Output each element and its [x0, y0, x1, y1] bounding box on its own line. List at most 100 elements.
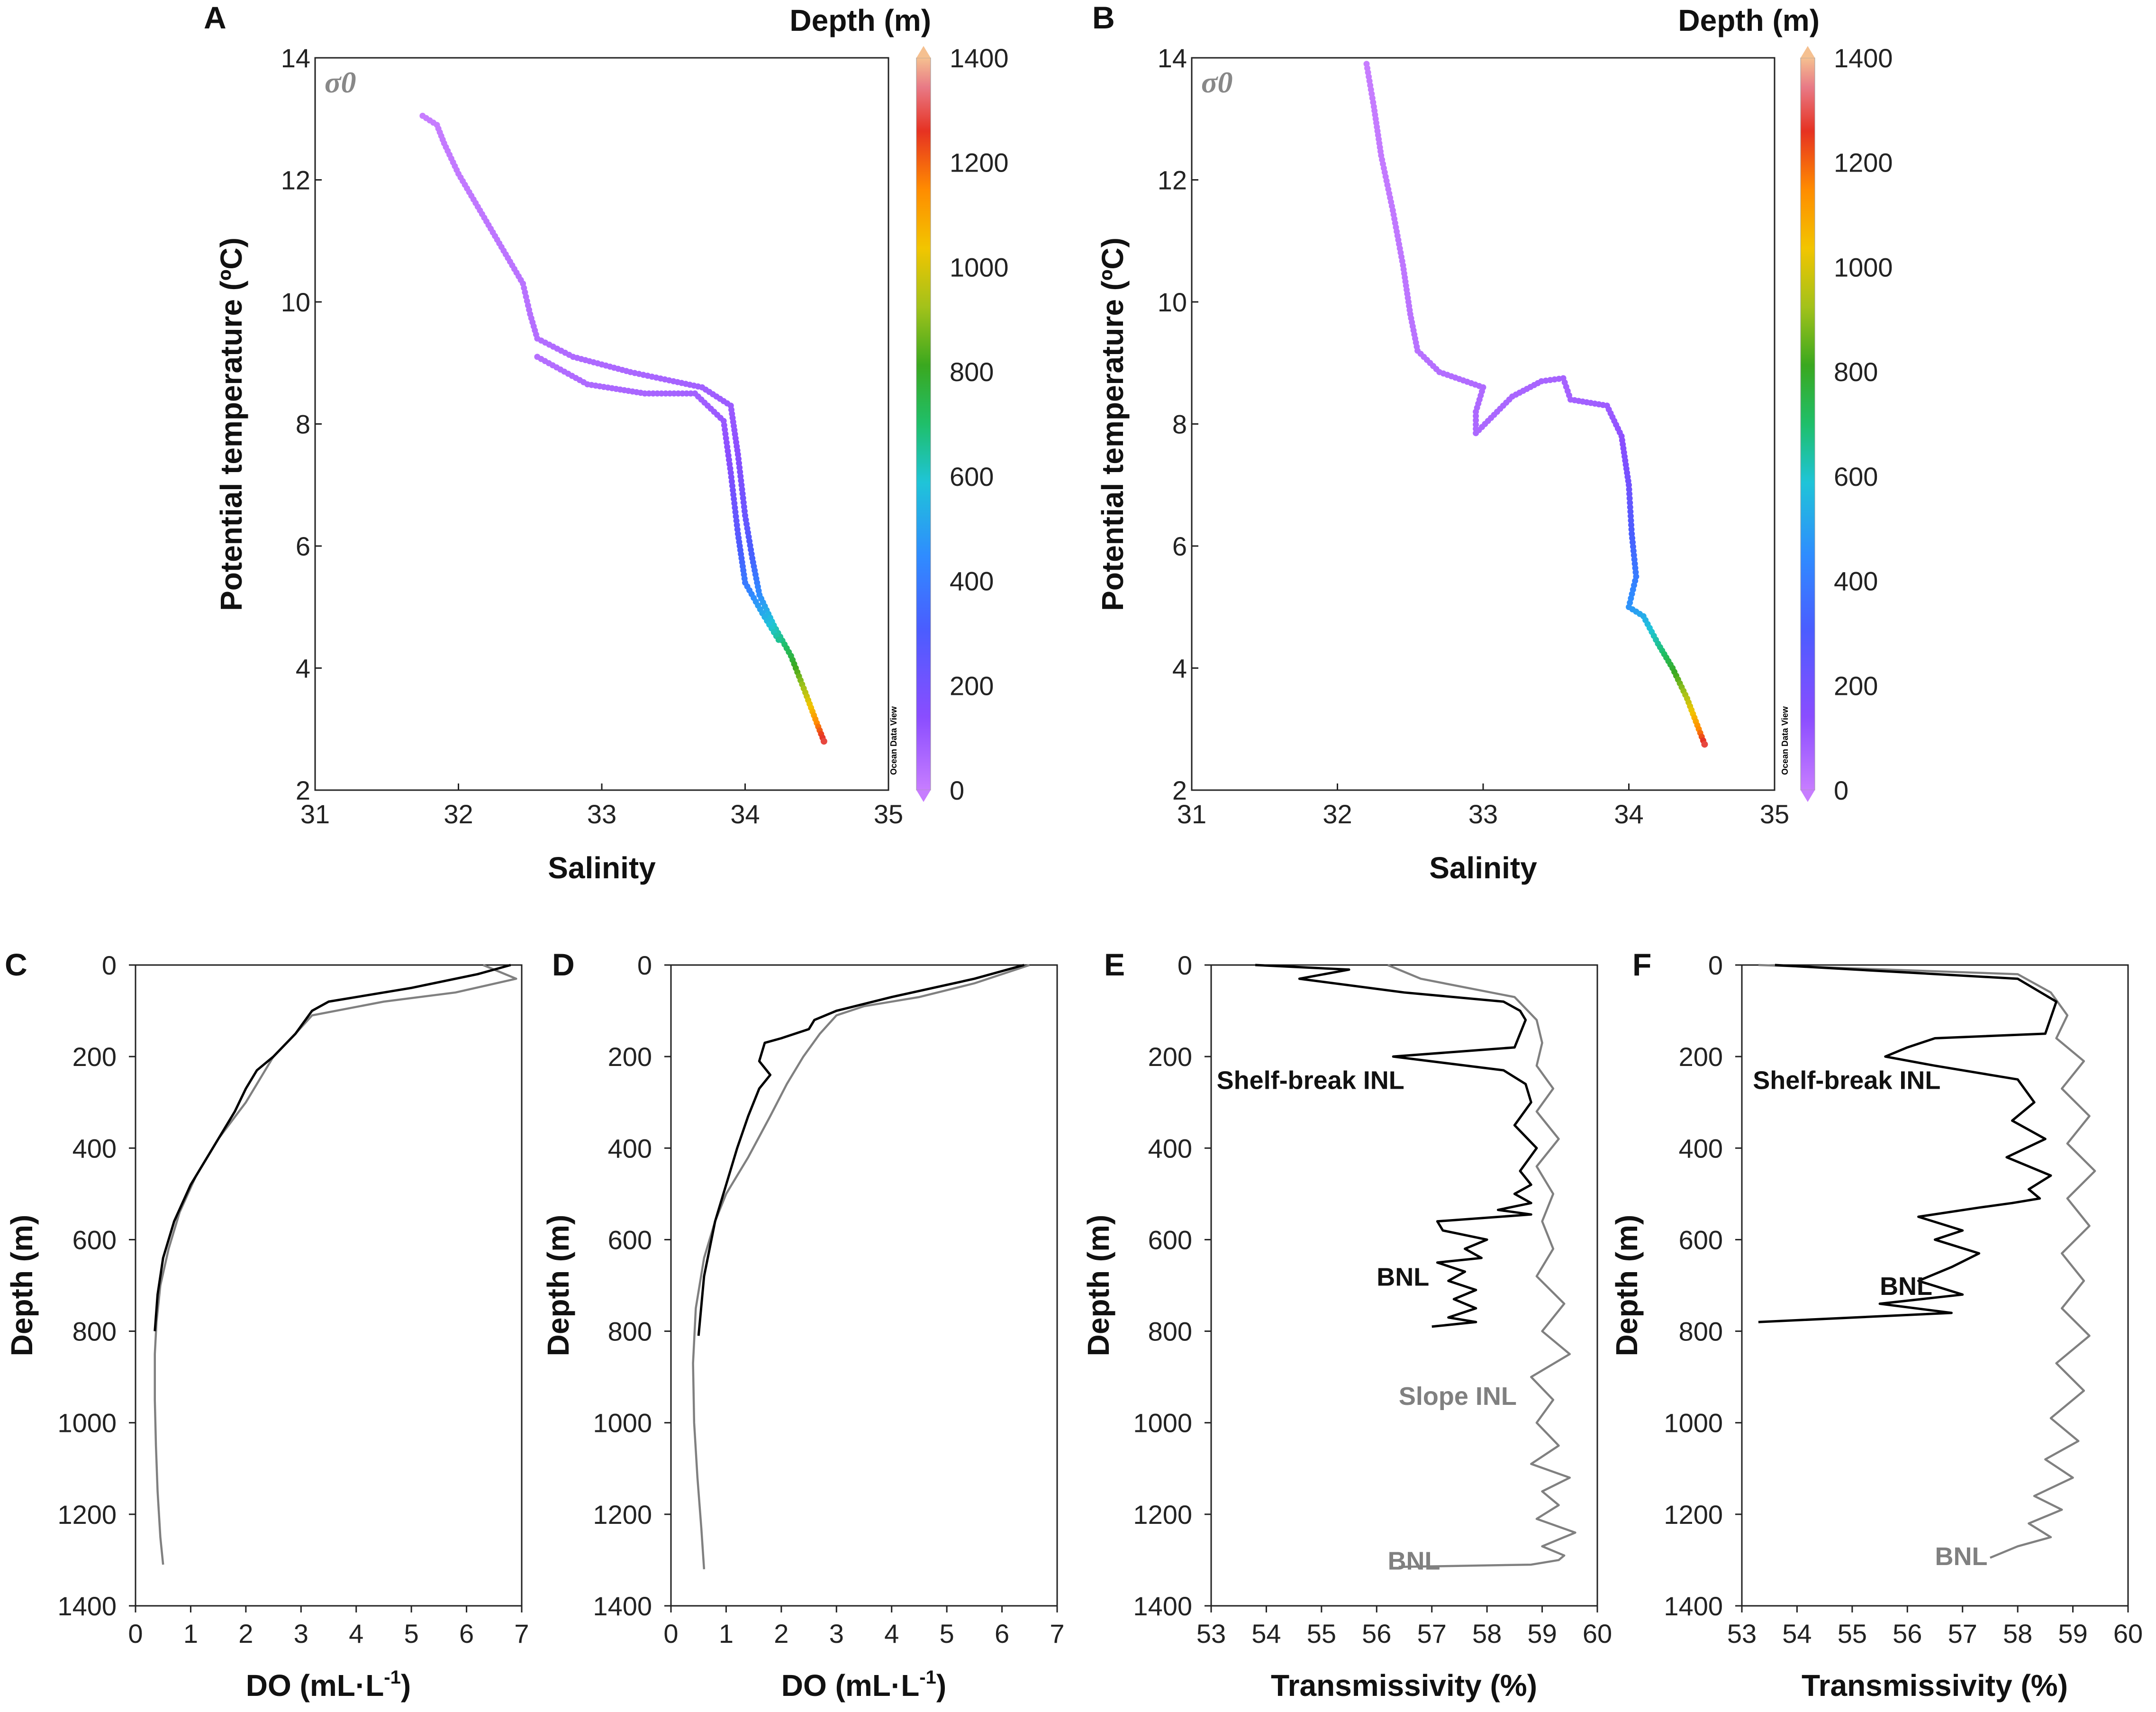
y-tick-label: 400	[608, 1133, 652, 1163]
annotation-label: BNL	[1377, 1263, 1429, 1292]
y-axis-label-f: Depth (m)	[1610, 1215, 1644, 1357]
x-tick-label: 33	[587, 799, 616, 829]
x-tick-label: 5	[404, 1619, 419, 1648]
x-tick-label: 4	[349, 1619, 363, 1648]
x-tick-label: 54	[1782, 1619, 1812, 1648]
panel-letter-a: A	[204, 0, 226, 35]
y-tick-label: 14	[1158, 43, 1187, 73]
x-tick-label: 56	[1893, 1619, 1922, 1648]
x-tick-label: 59	[2058, 1619, 2087, 1648]
profile-point	[1473, 413, 1479, 419]
y-tick-label: 1000	[1664, 1408, 1723, 1438]
annotation-label: Slope INL	[1399, 1382, 1517, 1411]
series-f	[1758, 964, 2096, 1559]
profile-point	[1701, 741, 1708, 748]
x-tick-label: 6	[459, 1619, 474, 1648]
colorbar-tick-label: 0	[950, 775, 964, 805]
y-axis-label-d: Depth (m)	[541, 1215, 575, 1357]
annotation-label: Shelf-break INL	[1753, 1066, 1940, 1094]
x-tick-label: 2	[238, 1619, 253, 1648]
colorbar-tick-label: 1200	[1834, 148, 1893, 178]
plot-area-e	[1210, 964, 1598, 1607]
x-tick-label: 31	[1177, 799, 1206, 829]
watermark-a: Ocean Data View	[889, 706, 898, 775]
y-tick-label: 800	[1148, 1317, 1192, 1347]
plot-area-d	[670, 964, 1058, 1607]
y-ticks-b: 2 4 6 8 10 12 14	[1158, 43, 1198, 805]
annotation-label: BNL	[1935, 1542, 1988, 1571]
x-ticks-d: 0 1 2 3 4 5 6 7	[663, 1606, 1065, 1648]
x-tick-label: 60	[2113, 1619, 2143, 1648]
y-tick-label: 600	[72, 1225, 117, 1255]
profile-point	[1626, 486, 1632, 493]
x-tick-label: 3	[294, 1619, 308, 1648]
colorbar-tick-label: 800	[950, 357, 994, 387]
y-tick-label: 1200	[593, 1500, 652, 1530]
x-ticks-f: 53 54 55 56 57 58 59 60	[1727, 1606, 2143, 1648]
colorbar-tick-label: 200	[1834, 671, 1878, 701]
y-tick-label: 1200	[1133, 1500, 1192, 1530]
x-axis-label-d: DO (mL·L-1)	[781, 1667, 946, 1703]
y-tick-label: 600	[608, 1225, 652, 1255]
x-tick-label: 4	[884, 1619, 899, 1648]
profile-line	[154, 964, 517, 1565]
colorbar-ticks-b: 0 200 400 600 800 1000 1200 1400	[1834, 43, 1893, 805]
x-tick-label: 58	[1472, 1619, 1502, 1648]
x-tick-label: 56	[1362, 1619, 1391, 1648]
x-tick-label: 6	[995, 1619, 1009, 1648]
y-tick-label: 0	[637, 950, 652, 980]
profile-point	[1473, 409, 1479, 415]
profile-point	[1626, 482, 1632, 488]
profile-point	[1627, 504, 1633, 510]
x-tick-label: 35	[1760, 799, 1789, 829]
profile-point	[820, 738, 827, 745]
colorbar-tick-label: 1400	[1834, 43, 1893, 73]
sigma-symbol-b: σ0	[1201, 65, 1233, 99]
profile-points-a	[419, 112, 827, 745]
series-d	[692, 964, 1030, 1569]
y-tick-label: 8	[1172, 410, 1187, 439]
y-ticks-c: 0 200 400 600 800 1000 1200 1400	[57, 950, 136, 1621]
y-tick-label: 1400	[593, 1591, 652, 1621]
y-tick-label: 2	[296, 775, 310, 805]
x-tick-label: 0	[663, 1619, 678, 1648]
y-tick-label: 10	[281, 287, 310, 317]
profile-line	[692, 964, 1030, 1569]
do-profile-d: D 0 1 2 3 4 5 6 7 0 200 400 600 800 1000 1200 1400 DO …	[541, 947, 1065, 1703]
colorbar-tick-label: 600	[950, 462, 994, 492]
x-tick-label: 32	[1323, 799, 1352, 829]
ts-diagram-a: A σ0 31 32 33 34 35 2 4 6 8 10 12 14 Salinity Pote…	[204, 0, 1009, 885]
annotation-label: BNL	[1388, 1547, 1440, 1575]
y-tick-label: 1400	[1133, 1591, 1192, 1621]
x-tick-label: 59	[1527, 1619, 1557, 1648]
y-tick-label: 0	[1708, 950, 1723, 980]
x-axis-label-f: Transmissivity (%)	[1802, 1668, 2068, 1703]
profile-point	[1628, 517, 1634, 524]
y-tick-label: 0	[102, 950, 117, 980]
y-tick-label: 800	[608, 1317, 652, 1347]
y-tick-label: 1400	[57, 1591, 117, 1621]
x-tick-label: 60	[1583, 1619, 1612, 1648]
x-tick-label: 33	[1468, 799, 1498, 829]
y-ticks-d: 0 200 400 600 800 1000 1200 1400	[593, 950, 671, 1621]
x-tick-label: 3	[829, 1619, 844, 1648]
series-c	[154, 964, 517, 1565]
profile-point	[1626, 495, 1633, 501]
x-tick-label: 7	[1050, 1619, 1064, 1648]
x-ticks-a: 31 32 33 34 35	[300, 783, 903, 829]
profile-line	[1255, 964, 1538, 1328]
profile-line	[1758, 964, 2096, 1559]
y-tick-label: 0	[1178, 950, 1192, 980]
series-e	[1255, 964, 1576, 1568]
x-axis-label-e: Transmissivity (%)	[1271, 1668, 1537, 1703]
profile-point	[1473, 417, 1479, 424]
x-tick-label: 2	[774, 1619, 788, 1648]
x-ticks-c: 0 1 2 3 4 5 6 7	[128, 1606, 529, 1648]
do-profile-c: C 0 1 2 3 4 5 6 7 0 200 400 600 800 1000 1200 1400 DO …	[5, 947, 529, 1703]
y-tick-label: 200	[1679, 1042, 1723, 1072]
colorbar-tick-label: 200	[950, 671, 994, 701]
panel-letter-e: E	[1104, 947, 1125, 982]
x-axis-label-b: Salinity	[1429, 851, 1537, 885]
sigma-symbol-a: σ0	[325, 65, 356, 99]
